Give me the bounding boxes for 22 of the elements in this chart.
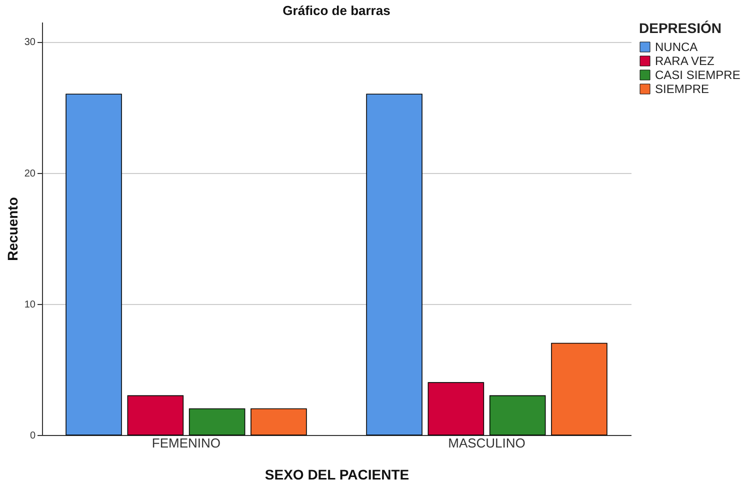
legend-label: SIEMPRE [655,82,710,96]
x-tick-label: FEMENINO [152,436,221,450]
y-tick-label: 30 [24,37,36,48]
chart-title: Gráfico de barras [282,3,390,18]
bar [250,408,307,436]
y-axis-title: Recuento [4,197,20,261]
y-tick-label: 0 [30,430,36,442]
legend-title: DEPRESIÓN [639,20,722,36]
legend-label: NUNCA [655,40,698,54]
bar [551,342,608,436]
x-axis-title: SEXO DEL PACIENTE [264,466,410,482]
bar [366,94,422,436]
y-tick-label: 10 [24,299,36,310]
bar [489,395,546,436]
bar [428,382,484,436]
bar [188,408,246,436]
bar [127,395,184,436]
bar [66,94,122,436]
y-tick-label: 20 [24,168,36,180]
legend-label: RARA VEZ [655,54,714,68]
x-tick-label: MASCULINO [448,436,526,450]
legend-label: CASI SIEMPRE [655,68,740,82]
